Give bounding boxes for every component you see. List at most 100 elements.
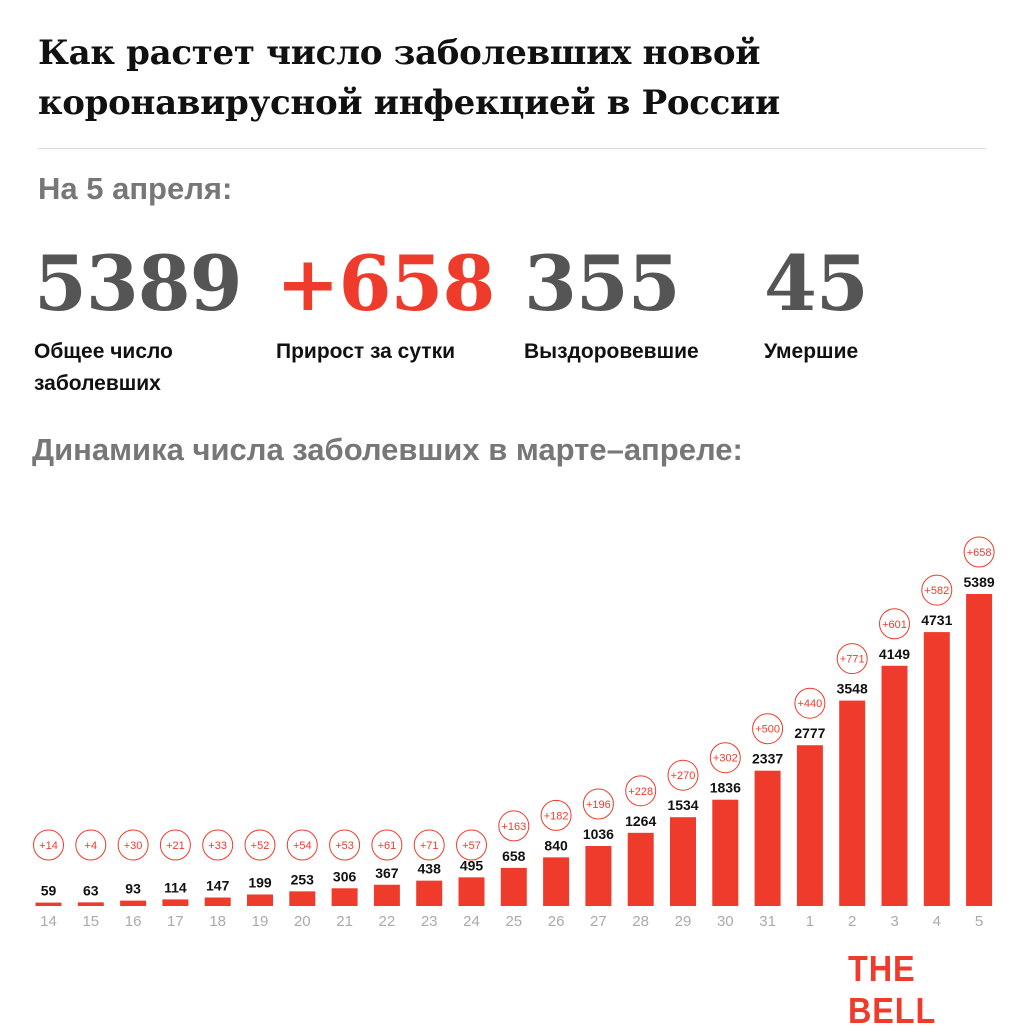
x-tick-label: 25 (505, 913, 522, 930)
increment-badge (836, 643, 868, 675)
bar (247, 894, 273, 906)
bar (458, 877, 485, 906)
bar-value-label: 306 (333, 868, 357, 884)
increment-label: +4 (85, 840, 98, 852)
bar-value-label: 2777 (794, 725, 825, 741)
x-tick-label: 29 (675, 913, 692, 930)
x-tick-label: 17 (167, 913, 184, 930)
increment-badge (202, 829, 234, 861)
increment-label: +270 (671, 770, 696, 782)
bar-value-label: 2337 (752, 751, 783, 767)
bar (923, 632, 950, 906)
bar (289, 891, 316, 906)
increment-label: +440 (798, 698, 823, 710)
stat-total-caption: Общее число заболевших (34, 340, 173, 395)
x-tick-label: 16 (125, 913, 142, 930)
bar-value-label: 1036 (583, 826, 614, 842)
bar (204, 897, 231, 906)
stat-daily-increase-caption: Прирост за сутки (276, 340, 456, 363)
increment-badge (117, 829, 149, 861)
stat-daily-increase: +658 Прирост за сутки (276, 236, 496, 368)
increment-badge (921, 574, 953, 606)
bar-value-label: 658 (502, 848, 526, 864)
increment-label: +601 (882, 619, 907, 631)
stat-deaths-value: 45 (764, 239, 869, 328)
x-tick-label: 23 (421, 913, 438, 930)
bar-value-label: 4149 (879, 646, 910, 662)
increment-label: +54 (293, 840, 312, 852)
increment-badge (752, 713, 784, 745)
increment-label: +57 (462, 840, 481, 852)
stat-recovered-value: 355 (524, 239, 681, 328)
increment-badge (329, 829, 361, 861)
bar (881, 665, 908, 906)
bar (627, 832, 654, 906)
bar (670, 817, 696, 906)
divider (38, 148, 986, 149)
increment-badge (159, 829, 191, 861)
x-tick-label: 5 (975, 913, 983, 930)
increment-label: +53 (335, 840, 354, 852)
x-tick-label: 1 (806, 913, 814, 930)
x-tick-label: 2 (848, 913, 856, 930)
increment-badge (963, 536, 995, 568)
stat-deaths-caption: Умершие (764, 340, 859, 363)
bar-value-label: 63 (83, 882, 99, 898)
bar (585, 846, 612, 906)
increment-label: +302 (713, 753, 738, 765)
x-tick-label: 14 (40, 913, 57, 930)
increment-label: +71 (420, 840, 439, 852)
bar (839, 700, 866, 906)
increment-label: +14 (39, 840, 58, 852)
bar-value-label: 114 (164, 879, 187, 895)
increment-badge (879, 608, 910, 640)
increment-badge (244, 829, 276, 861)
increment-label: +582 (924, 585, 949, 597)
increment-badge (582, 788, 614, 820)
bar-value-label: 5389 (964, 574, 995, 590)
stat-total-value: 5389 (34, 239, 243, 328)
stat-recovered: 355 Выздоровевшие (524, 236, 744, 368)
bar (35, 902, 62, 906)
increment-badge (413, 829, 445, 861)
bar-value-label: 3548 (837, 681, 868, 697)
x-tick-label: 20 (294, 913, 311, 930)
bar-value-label: 4731 (921, 612, 952, 628)
bar (796, 745, 823, 906)
x-tick-label: 15 (82, 913, 99, 930)
stat-recovered-caption: Выздоровевшие (524, 340, 699, 363)
x-tick-label: 31 (759, 913, 776, 930)
x-tick-label: 28 (632, 913, 649, 930)
increment-label: +163 (501, 821, 526, 833)
x-tick-label: 3 (890, 913, 898, 930)
increment-label: +228 (628, 786, 653, 798)
increment-badge (286, 829, 318, 861)
increment-label: +182 (544, 810, 569, 822)
increment-badge (33, 829, 64, 861)
increment-badge (456, 829, 487, 861)
bar-value-label: 199 (248, 874, 272, 890)
increment-label: +500 (755, 724, 780, 736)
increment-badge (667, 759, 699, 791)
bar-value-label: 495 (460, 857, 484, 873)
increment-label: +771 (840, 654, 865, 666)
bar-value-label: 367 (375, 865, 399, 881)
chart-subtitle: Динамика числа заболевших в марте–апреле… (32, 432, 743, 467)
increment-badge (540, 799, 572, 831)
increment-label: +658 (967, 547, 992, 559)
x-tick-label: 27 (590, 913, 607, 930)
page-title: Как растет число заболевших новой корона… (38, 33, 780, 123)
bar-value-label: 147 (206, 877, 230, 893)
bar (543, 857, 570, 906)
bar-value-label: 253 (291, 871, 315, 887)
bar-value-label: 1534 (667, 797, 698, 813)
bar-value-label: 840 (544, 837, 568, 853)
bar (120, 900, 147, 906)
increment-badge (75, 829, 107, 861)
increment-label: +52 (251, 840, 270, 852)
stat-deaths: 45 Умершие (764, 236, 984, 368)
increment-label: +30 (124, 840, 143, 852)
increment-badge (498, 810, 530, 842)
bar-value-label: 438 (418, 861, 442, 877)
increment-badge (371, 829, 403, 861)
